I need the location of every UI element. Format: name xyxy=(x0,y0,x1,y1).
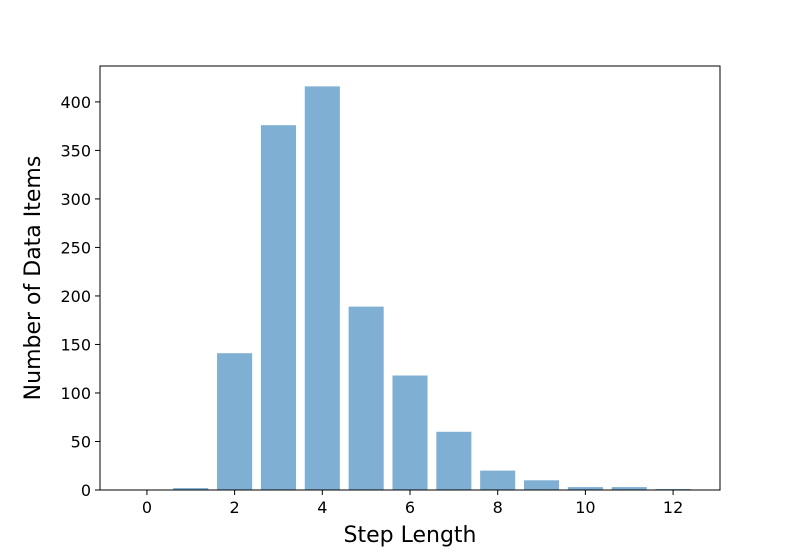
x-axis-label: Step Length xyxy=(344,523,477,548)
bar-step-3 xyxy=(260,125,296,490)
x-tick-label: 12 xyxy=(663,498,683,517)
x-tick-label: 4 xyxy=(317,498,327,517)
y-tick-label: 300 xyxy=(60,190,91,209)
y-tick-label: 250 xyxy=(60,238,91,257)
x-tick-label: 6 xyxy=(405,498,415,517)
y-tick-label: 200 xyxy=(60,287,91,306)
bar-step-1 xyxy=(173,488,209,490)
y-axis-label: Number of Data Items xyxy=(21,156,46,401)
bars-group xyxy=(173,86,691,491)
plot-frame xyxy=(99,65,721,491)
y-tick-label: 400 xyxy=(60,93,91,112)
y-axis-ticks: 0 50 100 150 200 250 300 350 400 xyxy=(60,93,100,500)
bar-step-11 xyxy=(611,487,647,490)
x-tick-label: 8 xyxy=(493,498,503,517)
x-tick-label: 2 xyxy=(230,498,240,517)
y-tick-label: 150 xyxy=(60,335,91,354)
x-axis-ticks: 0 2 4 6 8 10 12 xyxy=(142,490,683,517)
bar-step-6 xyxy=(392,375,428,490)
y-tick-label: 100 xyxy=(60,384,91,403)
y-tick-label: 350 xyxy=(60,141,91,160)
y-tick-label: 0 xyxy=(81,481,91,500)
bar-step-5 xyxy=(348,306,384,490)
y-tick-label: 50 xyxy=(71,432,91,451)
bar-step-4 xyxy=(304,86,340,491)
bar-step-8 xyxy=(480,470,516,490)
x-tick-label: 0 xyxy=(142,498,152,517)
bar-step-7 xyxy=(436,431,472,490)
x-tick-label: 10 xyxy=(575,498,595,517)
bar-step-10 xyxy=(567,487,603,490)
bar-step-2 xyxy=(217,353,253,490)
bar-step-9 xyxy=(524,480,560,490)
